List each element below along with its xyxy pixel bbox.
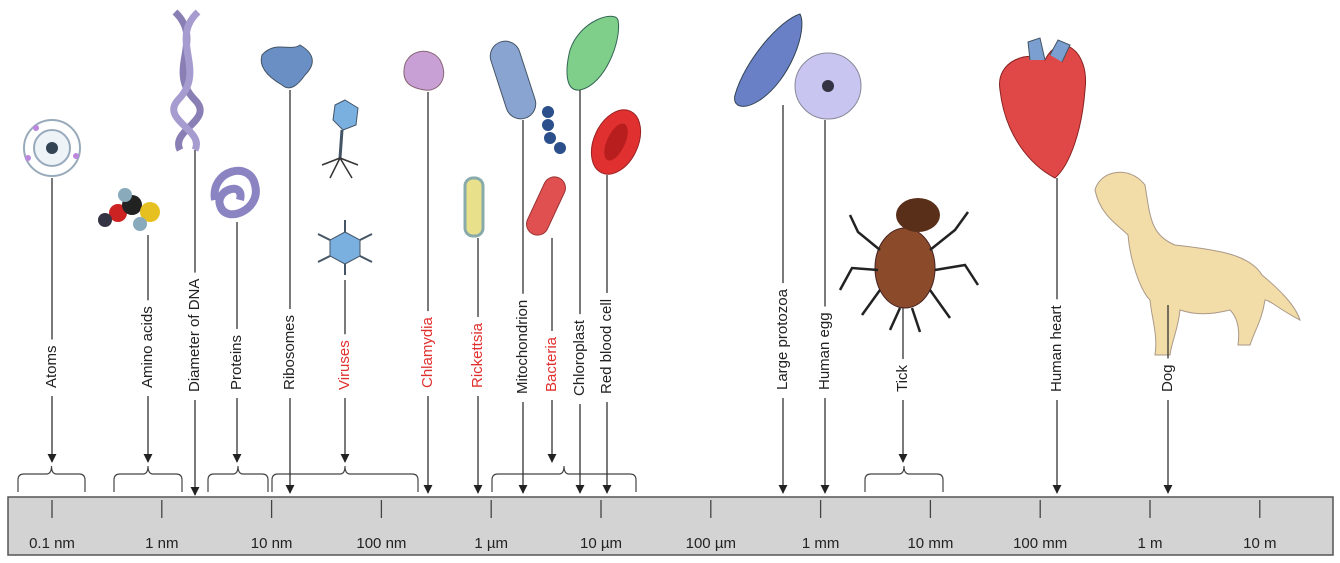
item-label: Proteins: [228, 335, 245, 390]
size-range-brace: [864, 465, 944, 492]
scale-label: 10 m: [1243, 535, 1276, 552]
scale-label: 100 mm: [1013, 535, 1067, 552]
item-label: Chloroplast: [571, 319, 588, 396]
scale-label: 10 nm: [251, 535, 293, 552]
scale-label: 1 nm: [145, 535, 178, 552]
scale-label: 1 m: [1137, 535, 1162, 552]
item-label: Red blood cell: [598, 299, 615, 394]
item-label: Human egg: [816, 312, 833, 390]
size-range-brace: [491, 465, 637, 492]
item-label: Tick: [894, 365, 911, 392]
item-label: Viruses: [336, 340, 353, 390]
size-range-brace: [17, 465, 86, 492]
scale-label: 10 µm: [580, 535, 622, 552]
item-label: Chlamydia: [419, 316, 436, 388]
item-label: Atoms: [43, 345, 60, 388]
size-range-brace: [271, 465, 419, 492]
scale-label: 1 mm: [802, 535, 840, 552]
scale-label: 10 mm: [907, 535, 953, 552]
scale-label: 1 µm: [474, 535, 508, 552]
scale-label: 100 µm: [686, 535, 736, 552]
scale-label: 0.1 nm: [29, 535, 75, 552]
scale-label: 100 nm: [356, 535, 406, 552]
size-range-brace: [113, 465, 183, 492]
scale-bar: [7, 496, 1334, 556]
item-label: Dog: [1159, 364, 1176, 392]
item-label: Rickettsia: [469, 322, 486, 388]
item-label: Large protozoa: [774, 288, 791, 390]
item-label: Diameter of DNA: [186, 279, 203, 392]
item-label: Amino acids: [139, 306, 156, 388]
item-label: Ribosomes: [281, 315, 298, 390]
item-label: Human heart: [1048, 304, 1065, 392]
size-range-brace: [207, 465, 269, 492]
item-label: Bacteria: [543, 336, 560, 392]
illustrations: [23, 9, 1301, 356]
item-label: Mitochondrion: [514, 300, 531, 394]
